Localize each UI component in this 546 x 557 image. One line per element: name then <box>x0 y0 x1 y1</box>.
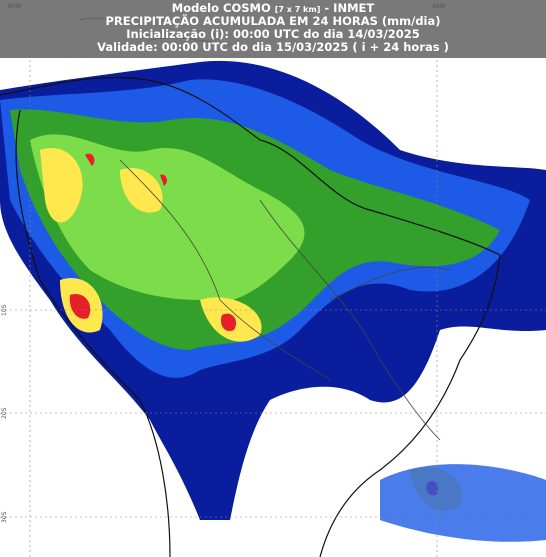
source: - INMET <box>324 1 374 15</box>
longitude-label: 80W <box>8 3 22 10</box>
latitude-label: 20S <box>1 407 8 419</box>
model: Modelo COSMO <box>172 1 271 15</box>
state-borders <box>119 159 451 441</box>
header-model-line: Modelo COSMO [7 x 7 km] - INMET <box>172 1 375 15</box>
latitude-label: 30S <box>1 511 8 523</box>
coastline-east <box>0 76 501 557</box>
precipitation-field <box>0 60 546 542</box>
rain-south-atlantic <box>380 464 546 542</box>
borders <box>119 159 451 441</box>
header-initialization: Inicialização (i): 00:00 UTC do dia 14/0… <box>126 27 420 41</box>
coastline-west <box>15 109 171 557</box>
longitude-label: 40W <box>432 3 446 10</box>
rain-level-5 <box>40 148 462 511</box>
rain-level-4 <box>30 134 305 303</box>
header-validity: Validade: 00:00 UTC do dia 15/03/2025 ( … <box>97 40 449 54</box>
latitude-label: 10S <box>1 304 8 316</box>
header-band <box>0 0 546 58</box>
resolution: [7 x 7 km] <box>275 5 321 14</box>
header-title: PRECIPITAÇÃO ACUMULADA EM 24 HORAS (mm/d… <box>105 13 440 28</box>
